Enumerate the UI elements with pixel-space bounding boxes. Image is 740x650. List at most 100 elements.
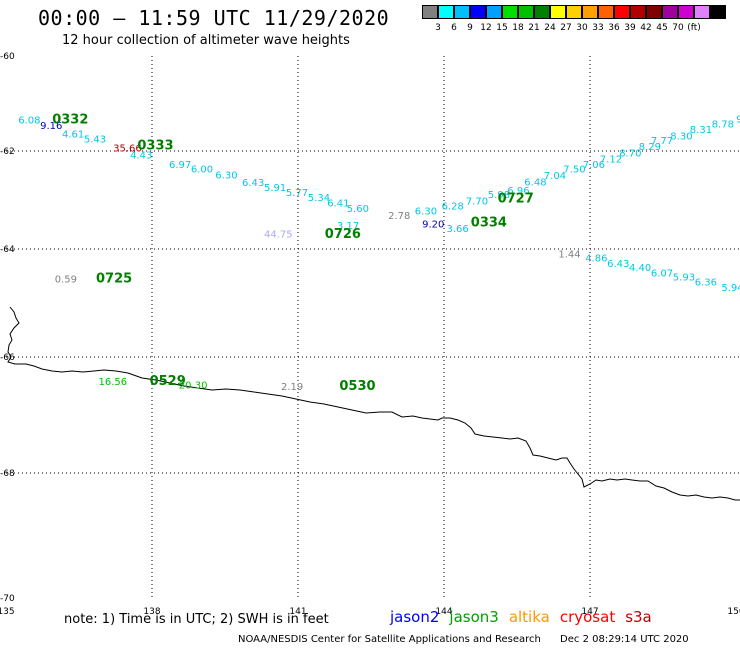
scale-swatch (566, 5, 582, 19)
satellite-cryosat: cryosat (559, 608, 616, 626)
scale-label: 6 (451, 23, 457, 33)
pass-time-label: 0334 (471, 216, 507, 231)
lat-tick-label: -64 (0, 245, 15, 255)
wave-height-value: 6.48 (524, 177, 546, 188)
wave-height-value: 5.60 (347, 204, 369, 215)
wave-height-value: 44.75 (264, 229, 293, 240)
scale-swatch (550, 5, 566, 19)
wave-height-value: 5.91 (264, 183, 286, 194)
scale-swatch (534, 5, 550, 19)
wave-height-value: 7.70 (466, 196, 488, 207)
wave-height-value: 6.43 (607, 259, 629, 270)
satellite-altika: altika (508, 608, 550, 626)
scale-swatch (678, 5, 694, 19)
wave-height-value: 6.08 (18, 115, 40, 126)
scale-swatch (438, 5, 454, 19)
pass-time-label: 0333 (137, 138, 173, 153)
satellite-legend: jason2 jason3 altika cryosat s3a (390, 608, 662, 626)
scale-swatch (694, 5, 710, 19)
wave-height-value: 9.36 (736, 114, 740, 125)
wave-height-value: 6.36 (695, 278, 717, 289)
scale-swatch (502, 5, 518, 19)
satellite-jason3: jason3 (449, 608, 499, 626)
wave-height-value: 5.94 (721, 283, 740, 294)
graticule (6, 56, 740, 598)
pass-time-label: 0727 (498, 191, 534, 206)
wave-height-value: 7.50 (563, 165, 585, 176)
wave-height-value: 7.04 (544, 171, 566, 182)
wave-height-value: 6.43 (242, 178, 264, 189)
wave-height-value: 5.93 (673, 273, 695, 284)
footer-credit: NOAA/NESDIS Center for Satellite Applica… (238, 634, 689, 645)
scale-label: 9 (467, 23, 473, 33)
lon-tick-label: 141 (289, 607, 306, 617)
scale-label: 70 (672, 23, 684, 33)
wave-height-value: 8.70 (619, 149, 641, 160)
scale-swatch (486, 5, 502, 19)
wave-height-value: 8.31 (690, 125, 712, 136)
wave-height-value: 3.66 (447, 224, 469, 235)
lon-tick-label: 135 (0, 607, 15, 617)
coastline (7, 306, 740, 501)
scale-swatch (518, 5, 534, 19)
wave-height-value: 9.16 (40, 121, 62, 132)
scale-label: 45 (656, 23, 668, 33)
scale-label: 30 (576, 23, 588, 33)
scale-swatch (454, 5, 470, 19)
generated-timestamp: Dec 2 08:29:14 UTC 2020 (560, 634, 689, 645)
wave-height-value: 16.56 (99, 377, 128, 388)
wave-height-value: 6.96 (507, 186, 529, 197)
wave-height-value: 5.34 (308, 193, 330, 204)
scale-label: 39 (624, 23, 636, 33)
scale-swatch (710, 5, 726, 19)
scale-label: 18 (512, 23, 524, 33)
map-title: 00:00 – 11:59 UTC 11/29/2020 (38, 6, 390, 30)
scale-label: (ft) (687, 23, 701, 33)
lon-tick-label: 150 (727, 607, 740, 617)
footer-note: note: 1) Time is in UTC; 2) SWH is in fe… (64, 612, 329, 627)
wave-height-value: 3.17 (337, 221, 359, 232)
scale-label: 15 (496, 23, 508, 33)
scale-label: 3 (435, 23, 441, 33)
scale-label: 12 (480, 23, 492, 33)
wave-height-value: 35.66 (113, 143, 142, 154)
wave-height-value: 5.43 (84, 134, 106, 145)
wave-height-value: 8.29 (639, 142, 661, 153)
pass-time-label: 0726 (325, 227, 361, 242)
scale-swatch (582, 5, 598, 19)
wave-height-value: 1.44 (558, 249, 580, 260)
scale-swatch (630, 5, 646, 19)
wave-height-value: 6.28 (442, 202, 464, 213)
pass-time-label: 0529 (150, 374, 186, 389)
scale-label: 21 (528, 23, 540, 33)
pass-time-label: 0725 (96, 271, 132, 286)
lat-tick-label: -62 (0, 147, 15, 157)
satellite-jason2: jason2 (390, 608, 440, 626)
wave-height-value: 8.30 (670, 132, 692, 143)
wave-height-value: 6.30 (215, 170, 237, 181)
wave-height-value: 4.43 (130, 150, 152, 161)
scale-swatch (422, 5, 438, 19)
wave-height-value: 6.41 (327, 199, 349, 210)
scale-label: 42 (640, 23, 652, 33)
pass-time-label: 0332 (52, 112, 88, 127)
axis-tick-labels: 135 138 141 144 147 150 -60 -62 -64 -66 -68 -70 (0, 52, 740, 617)
wave-height-value: 8.78 (712, 120, 734, 131)
scale-label: 24 (544, 23, 556, 33)
scale-label: 36 (608, 23, 620, 33)
wave-height-value: 7.06 (583, 160, 605, 171)
wave-height-value: 6.30 (415, 207, 437, 218)
scale-swatch (646, 5, 662, 19)
wave-height-value: 7.77 (651, 136, 673, 147)
wave-height-value: 6.97 (169, 160, 191, 171)
wave-height-value: 4.86 (585, 254, 607, 265)
wave-height-value: 2.78 (388, 211, 410, 222)
wave-height-value: 6.07 (651, 269, 673, 280)
wave-height-value: 7.12 (600, 155, 622, 166)
lon-tick-label: 147 (581, 607, 598, 617)
lat-tick-label: -66 (0, 353, 15, 363)
scale-label: 27 (560, 23, 572, 33)
wave-height-value: 5.77 (286, 188, 308, 199)
lat-tick-label: -68 (0, 469, 15, 479)
wave-height-value: 5.98 (488, 190, 510, 201)
